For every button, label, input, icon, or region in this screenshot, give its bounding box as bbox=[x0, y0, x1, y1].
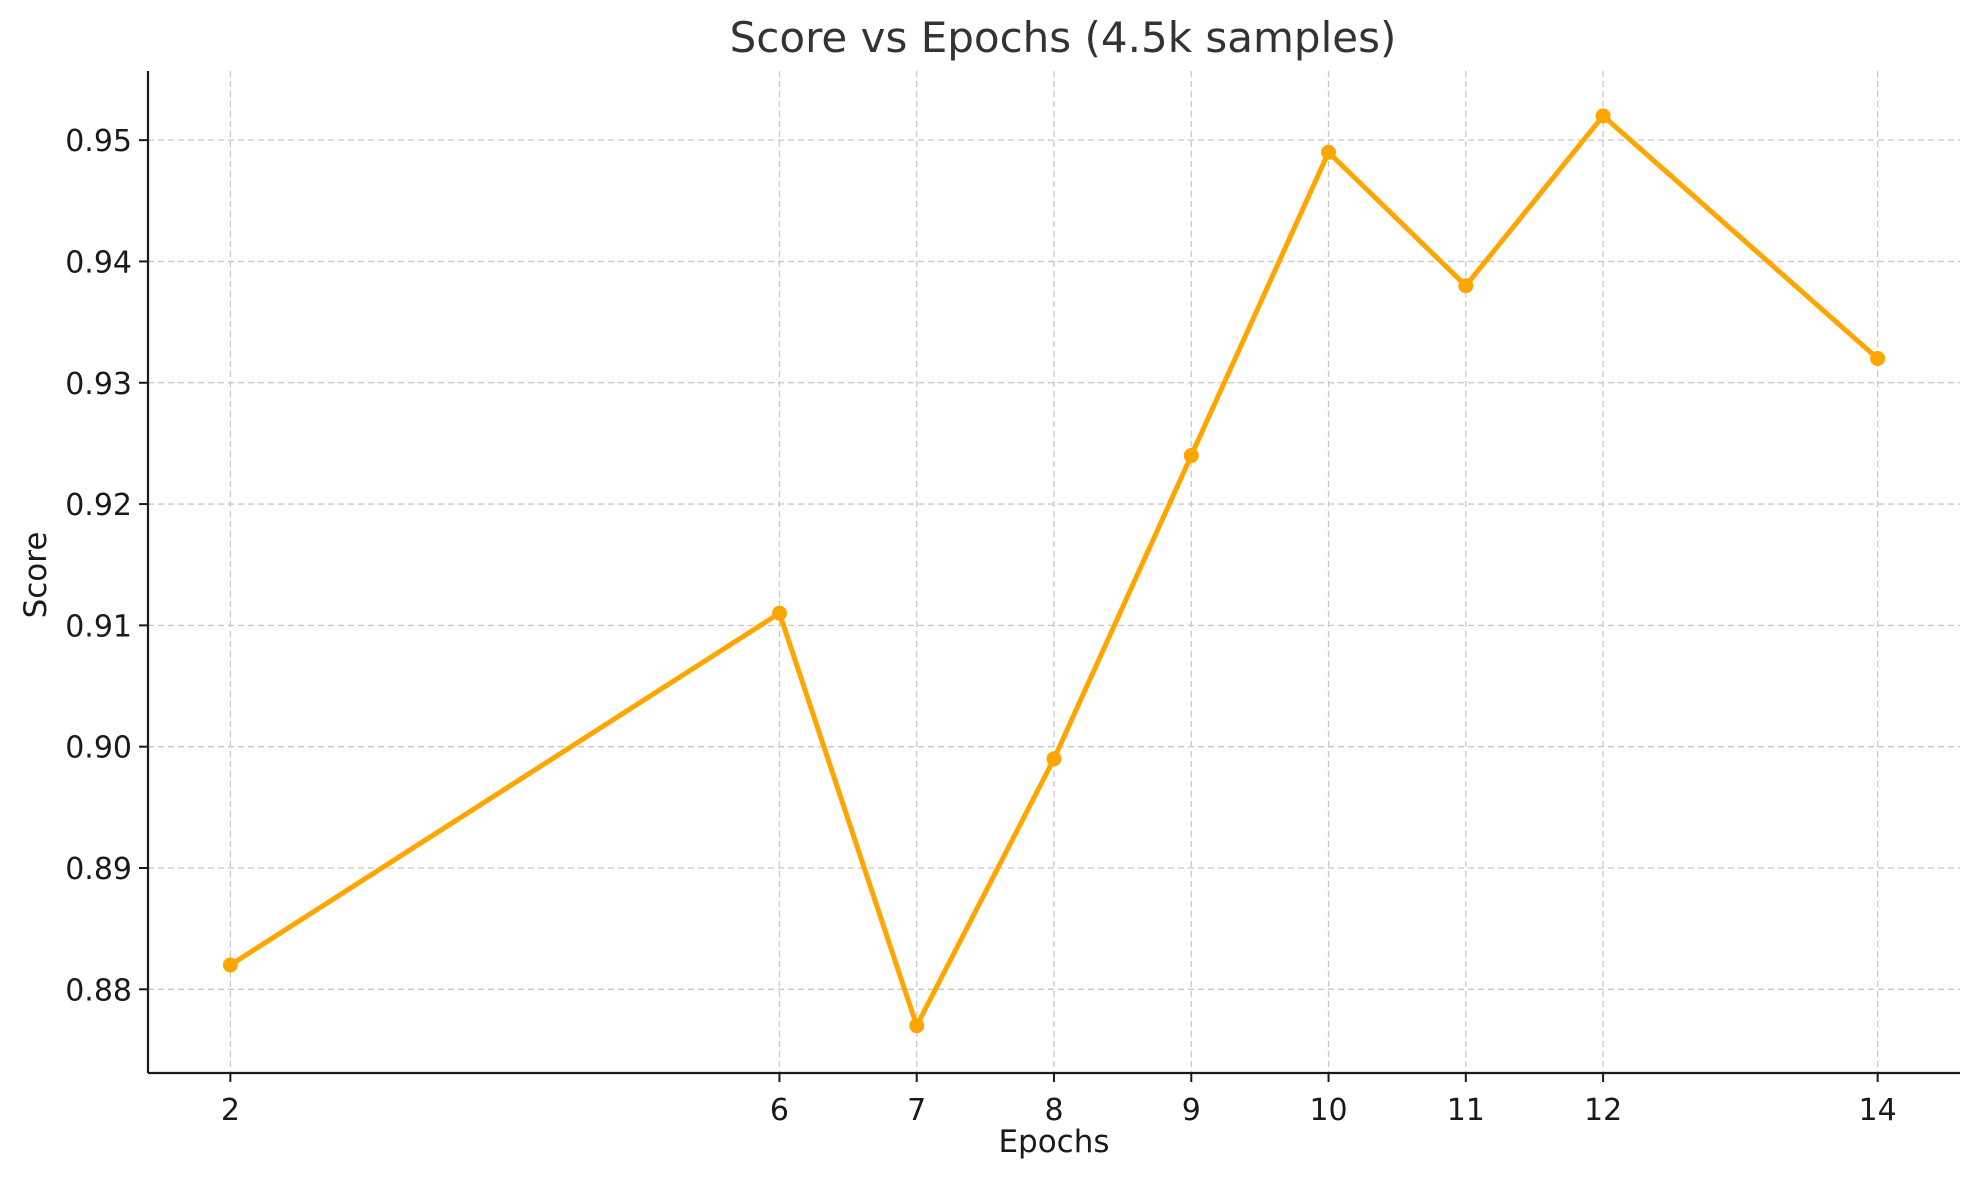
x-tick-label: 8 bbox=[1044, 1093, 1063, 1128]
data-point bbox=[1595, 108, 1611, 124]
y-axis-title: Score bbox=[18, 532, 54, 619]
chart-title: Score vs Epochs (4.5k samples) bbox=[730, 13, 1397, 62]
data-point bbox=[222, 957, 238, 973]
x-tick-label: 2 bbox=[221, 1093, 240, 1128]
x-tick-label: 14 bbox=[1859, 1093, 1897, 1128]
series bbox=[222, 108, 1886, 1034]
data-point bbox=[771, 605, 787, 621]
x-tick-label: 11 bbox=[1447, 1093, 1485, 1128]
x-tick-label: 9 bbox=[1182, 1093, 1201, 1128]
y-tick-label: 0.94 bbox=[65, 245, 132, 280]
ticks: 2 6 7 8 9 10 11 12 14 0.88 0.89 0.90 0.91 0.92 0.93 0.9… bbox=[65, 124, 1897, 1128]
y-tick-label: 0.93 bbox=[65, 367, 132, 402]
x-axis-title: Epochs bbox=[998, 1124, 1109, 1160]
y-tick-label: 0.89 bbox=[65, 852, 132, 887]
x-tick-label: 7 bbox=[907, 1093, 926, 1128]
y-tick-label: 0.90 bbox=[65, 731, 132, 766]
y-tick-label: 0.91 bbox=[65, 609, 132, 644]
x-tick-label: 10 bbox=[1309, 1093, 1347, 1128]
y-tick-label: 0.95 bbox=[65, 124, 132, 159]
data-point bbox=[1046, 751, 1062, 767]
x-tick-label: 6 bbox=[770, 1093, 789, 1128]
y-tick-label: 0.92 bbox=[65, 488, 132, 523]
data-point bbox=[1183, 448, 1199, 464]
data-point bbox=[1321, 144, 1337, 160]
y-tick-label: 0.88 bbox=[65, 973, 132, 1008]
data-point bbox=[1458, 278, 1474, 294]
data-point bbox=[909, 1018, 925, 1034]
data-point bbox=[1870, 350, 1886, 366]
x-tick-label: 12 bbox=[1584, 1093, 1622, 1128]
grid bbox=[148, 71, 1960, 1073]
